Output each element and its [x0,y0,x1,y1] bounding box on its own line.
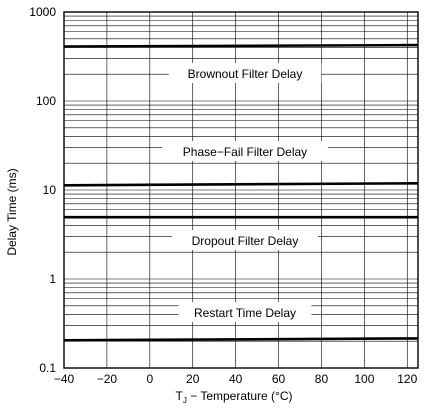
annotation-label: Phase−Fail Filter Delay [183,145,307,159]
chart-annotations: Brownout Filter Delay Phase−Fail Filter D… [162,63,328,322]
y-tick-label: 1 [49,272,56,286]
x-tick-label: 80 [315,372,329,386]
y-tick-label: 100 [36,94,56,108]
x-tick-label: −40 [54,372,75,386]
x-tick-label: −20 [97,372,118,386]
x-axis-label: TJ − Temperature (°C) [176,389,293,405]
annotation-box [162,141,328,161]
x-tick-label: 60 [272,372,286,386]
x-tick-label: 0 [146,372,153,386]
annotation-label: Dropout Filter Delay [192,234,299,248]
x-axis-label-rest: − Temperature (°C) [187,389,293,403]
series-line-2 [63,182,419,187]
y-tick-label: 10 [43,183,57,197]
x-axis-label-subscript: J [183,396,187,405]
y-tick-label: 1000 [29,5,56,19]
x-tick-label: 20 [186,372,200,386]
annotation-box [172,230,318,250]
annotation-box [168,63,322,83]
y-axis-label: Delay Time (ms) [5,168,19,255]
chart-grid [64,12,418,368]
annotation-label: Restart Time Delay [194,306,296,320]
series-line-1 [63,43,419,48]
x-tick-label: 100 [354,372,374,386]
x-axis-label-main: T [176,389,184,403]
series-line-4 [63,337,419,342]
x-tick-label: 120 [397,372,417,386]
annotation-box [178,302,312,322]
chart-series [63,43,419,342]
annotation-label: Brownout Filter Delay [188,67,303,81]
y-tick-labels: 0.1 1 10 100 1000 [29,5,56,375]
y-tick-label: 0.1 [39,361,56,375]
x-tick-label: 40 [229,372,243,386]
x-tick-labels: −40 −20 0 20 40 60 80 100 120 [54,372,418,386]
plot-frame [63,11,419,369]
